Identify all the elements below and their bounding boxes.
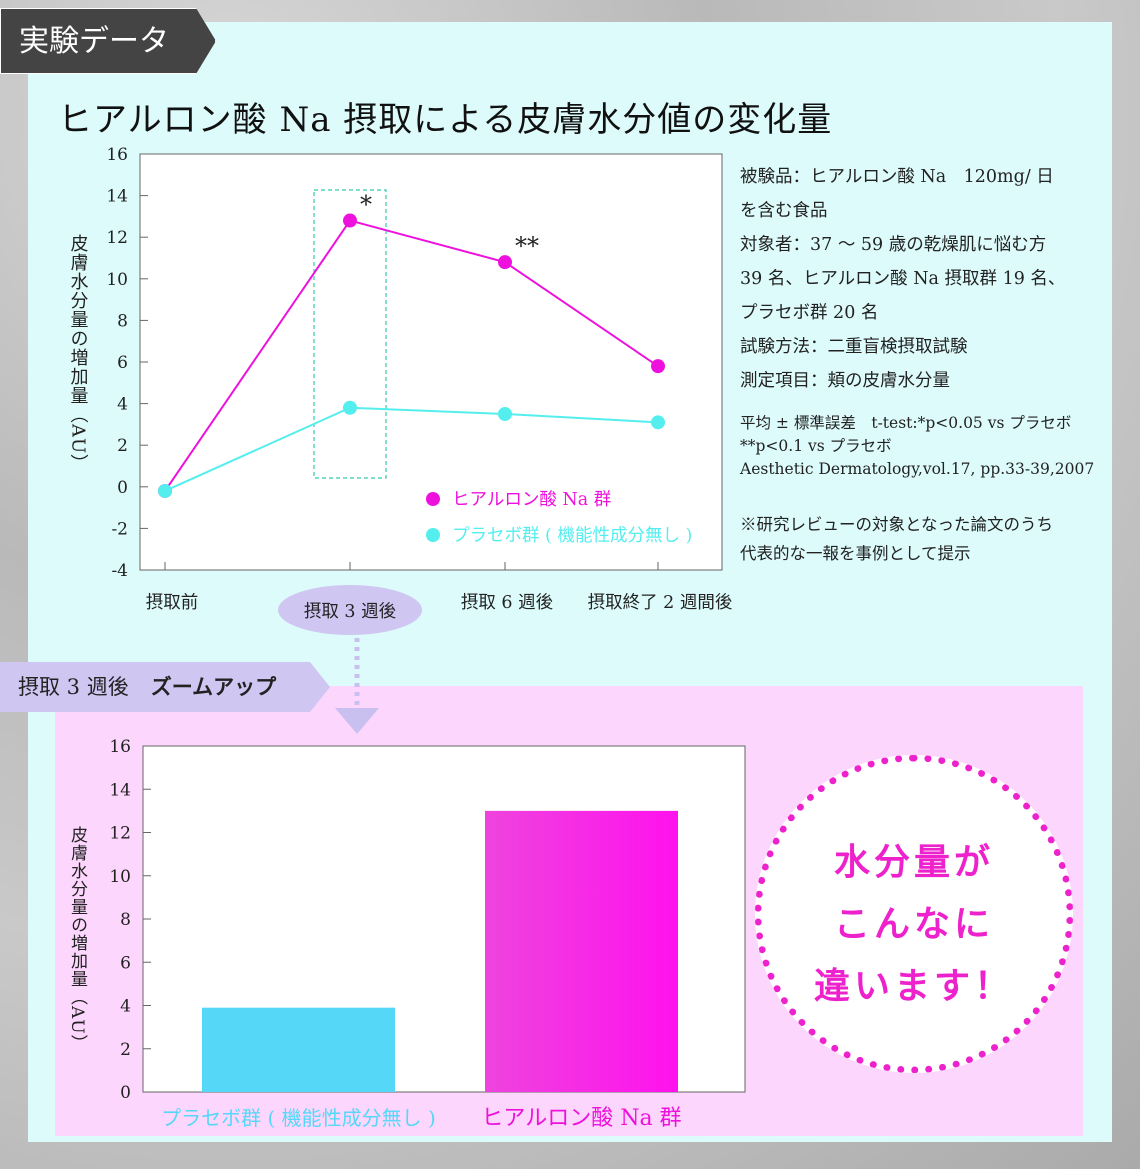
y-tick-label: 10 bbox=[106, 270, 128, 290]
y-tick-label: -4 bbox=[111, 561, 128, 581]
ref-line: **p<0.1 vs プラセボ bbox=[740, 437, 892, 455]
y-tick-label: 6 bbox=[120, 953, 131, 973]
series-line bbox=[164, 406, 659, 492]
y-tick-label: 6 bbox=[117, 353, 128, 373]
ref-line: Aesthetic Dermatology,vol.17, pp.33-39,2… bbox=[740, 460, 1095, 478]
reference: 平均 ± 標準誤差 t-test:*p<0.05 vs プラセボ **p<0.1… bbox=[740, 412, 1130, 481]
zoom-tab: 摂取 3 週後 ズームアップ bbox=[0, 662, 330, 712]
note-line: ※研究レビューの対象となった論文のうち bbox=[740, 515, 1054, 534]
zoom-connector bbox=[335, 638, 379, 734]
info-line: を含む食品 bbox=[740, 201, 828, 221]
x-tick-label: 摂取前 bbox=[146, 593, 199, 613]
bubble-line: 水分量が bbox=[833, 842, 994, 883]
section-tab: 実験データ bbox=[0, 8, 216, 74]
x-tick-label: 摂取終了 2 週間後 bbox=[588, 593, 733, 613]
y-axis-label: 皮膚水分量の増加量（AU） bbox=[67, 826, 88, 1053]
info-line: プラセボ群 20 名 bbox=[740, 303, 879, 323]
message-bubble: 水分量が こんなに 違います！ bbox=[755, 755, 1073, 1073]
y-tick-label: 0 bbox=[120, 1083, 131, 1103]
x-tick-label: 摂取 3 週後 bbox=[304, 602, 397, 622]
note-line: 代表的な一報を事例として提示 bbox=[740, 544, 971, 563]
x-tick-label: プラセボ群 ( 機能性成分無し ) bbox=[161, 1106, 436, 1130]
y-tick-label: 14 bbox=[109, 780, 131, 800]
info-line: 測定項目：頬の皮膚水分量 bbox=[740, 371, 950, 391]
line-chart: -4-20246810121416皮膚水分量の増加量（AU）***ヒアルロン酸 … bbox=[68, 145, 733, 635]
y-tick-label: 16 bbox=[106, 145, 128, 165]
y-tick-label: 14 bbox=[106, 187, 128, 207]
y-tick-label: 2 bbox=[117, 436, 128, 456]
info-line: 被験品：ヒアルロン酸 Na 120mg/ 日 bbox=[740, 167, 1054, 187]
category-highlight bbox=[278, 585, 422, 635]
legend-label: ヒアルロン酸 Na 群 bbox=[452, 490, 611, 510]
y-axis-label: 皮膚水分量の増加量（AU） bbox=[68, 234, 89, 473]
x-tick-label: 摂取 6 週後 bbox=[461, 593, 554, 613]
info-line: 対象者：37 ～ 59 歳の乾燥肌に悩む方 bbox=[740, 235, 1047, 255]
legend-marker bbox=[426, 528, 440, 542]
bubble-line: こんなに bbox=[833, 904, 994, 945]
legend-marker bbox=[426, 492, 440, 506]
series-line bbox=[164, 219, 659, 492]
data-point bbox=[343, 400, 357, 415]
legend-label: プラセボ群 ( 機能性成分無し ) bbox=[452, 526, 692, 546]
data-point bbox=[343, 213, 357, 228]
significance-mark: ** bbox=[515, 232, 539, 260]
ref-line: 平均 ± 標準誤差 t-test:*p<0.05 vs プラセボ bbox=[740, 414, 1072, 432]
plot-area bbox=[139, 153, 723, 571]
x-tick-label: ヒアルロン酸 Na 群 bbox=[481, 1106, 681, 1131]
study-info: 被験品：ヒアルロン酸 Na 120mg/ 日 を含む食品 対象者：37 ～ 59… bbox=[740, 160, 1120, 398]
y-tick-label: -2 bbox=[111, 519, 128, 539]
bar bbox=[202, 1007, 395, 1092]
note: ※研究レビューの対象となった論文のうち 代表的な一報を事例として提示 bbox=[740, 510, 1053, 568]
zoom-tab-label: 摂取 3 週後 bbox=[18, 675, 129, 699]
page-title: ヒアルロン酸 Na 摂取による皮膚水分値の変化量 bbox=[58, 100, 833, 140]
data-point bbox=[498, 407, 512, 421]
bubble-line: 違います！ bbox=[813, 966, 1014, 1007]
data-point bbox=[158, 483, 172, 498]
info-line: 試験方法：二重盲検摂取試験 bbox=[740, 337, 968, 357]
y-tick-label: 10 bbox=[109, 867, 131, 887]
y-tick-label: 4 bbox=[120, 997, 131, 1017]
data-point bbox=[651, 415, 665, 430]
y-tick-label: 16 bbox=[109, 737, 131, 757]
data-point bbox=[498, 255, 512, 270]
y-tick-label: 12 bbox=[106, 228, 128, 248]
y-tick-label: 8 bbox=[117, 311, 128, 331]
y-tick-label: 2 bbox=[120, 1040, 131, 1060]
bar bbox=[485, 810, 678, 1092]
info-line: 39 名、ヒアルロン酸 Na 摂取群 19 名、 bbox=[740, 269, 1066, 289]
y-tick-label: 0 bbox=[117, 478, 128, 498]
data-point bbox=[651, 359, 665, 374]
y-tick-label: 4 bbox=[117, 395, 128, 415]
down-arrow-icon bbox=[335, 708, 379, 734]
y-tick-label: 12 bbox=[109, 824, 131, 844]
highlight-box bbox=[313, 189, 387, 479]
y-tick-label: 8 bbox=[120, 910, 131, 930]
significance-mark: * bbox=[360, 191, 372, 219]
zoom-tab-bold: ズームアップ bbox=[150, 674, 277, 699]
bar-chart: 0 2 4 6 8 10 12 14 16 皮膚水分量の増加量（AU） プラセボ群 ( 機能性成分無… bbox=[67, 737, 746, 1131]
